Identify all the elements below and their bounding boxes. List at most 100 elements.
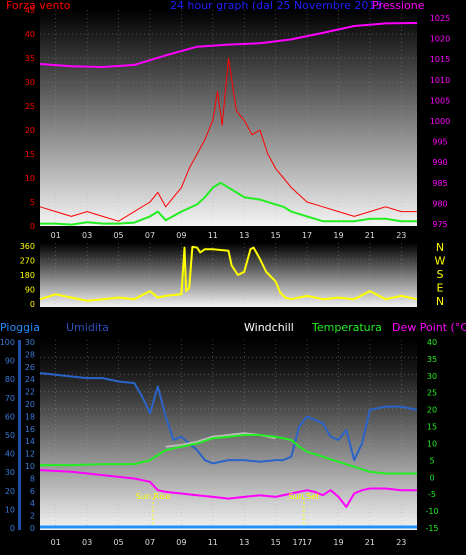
temperature-axis-tick: 5: [429, 456, 434, 465]
x-tick-label: 17: [302, 538, 312, 547]
temperature-axis: 40 35 30 25 20 15 10 5 0 -5 -10 -15: [425, 338, 438, 533]
humidity-axis-tick: 26: [25, 363, 35, 372]
compass-label: N: [436, 241, 444, 254]
pressure-line: [39, 22, 418, 68]
humidity-line: [39, 372, 418, 465]
humidity-axis-tick: 20: [25, 400, 35, 409]
pressure-axis-tick: 975: [432, 220, 447, 229]
humidity-axis-tick: 0: [30, 524, 35, 533]
chart3-sun-markers: [152, 498, 305, 530]
temperature-axis-tick: 40: [427, 338, 437, 347]
humidity-axis-tick: 30: [25, 338, 35, 347]
x-tick-label: 01: [51, 231, 61, 240]
humidity-axis-tick: 2: [30, 512, 35, 521]
chart1-left-axis: 45 40 35 30 25 20 15 10 5 0: [25, 6, 35, 231]
rain-axis-tick: 40: [5, 450, 15, 459]
direction-axis-tick: 360: [20, 242, 35, 251]
direction-axis-tick: 90: [25, 286, 35, 295]
humidity-axis-tick: 12: [25, 450, 35, 459]
x-tick-label: 07: [145, 538, 155, 547]
compass-label: N: [436, 295, 444, 308]
humidity-axis-tick: 14: [25, 437, 35, 446]
x-tick-label: 07: [145, 231, 155, 240]
x-tick-label: 17: [302, 231, 312, 240]
windchill-label: Windchill: [244, 321, 294, 334]
humidity-axis-tick: 22: [25, 388, 35, 397]
pressure-label: Pressione: [372, 0, 425, 12]
x-tick-label: 21: [365, 538, 375, 547]
wind-axis-tick: 20: [25, 126, 35, 135]
chart2-grid: [40, 243, 417, 307]
x-tick-label: 01: [51, 538, 61, 547]
x-tick-label: 05: [113, 538, 123, 547]
humidity-label: Umidita: [66, 321, 109, 334]
pressure-axis-tick: 1020: [430, 35, 450, 44]
chart1-grid: [40, 10, 417, 226]
graph-date-label: 24 hour graph (dal 25 Novembre 2013: [170, 0, 382, 12]
pressure-axis-tick: 1025: [430, 14, 450, 23]
x-tick-label: 13: [239, 538, 249, 547]
temperature-axis-tick: 10: [427, 439, 437, 448]
temperature-line: [40, 434, 417, 475]
chart1-right-axis: 1025 1020 1015 1010 1005 1000 995 990 985 980 975: [430, 14, 450, 229]
chart2-series: [39, 245, 418, 302]
wind-axis-tick: 30: [25, 78, 35, 87]
x-tick-label: 09: [176, 538, 186, 547]
compass-label: W: [435, 255, 446, 268]
rain-axis-tick: 100: [0, 338, 15, 347]
temperature-label: Temperatura: [311, 321, 382, 334]
chart2-left-axis: 360 270 180 90 0: [20, 242, 35, 309]
rain-axis-tick: 30: [5, 468, 15, 477]
temperature-axis-tick: 20: [427, 406, 437, 415]
rain-axis-tick: 10: [5, 505, 15, 514]
wind-direction-line: [39, 245, 418, 302]
direction-axis-tick: 270: [20, 257, 35, 266]
rain-axis-tick: 90: [5, 357, 15, 366]
pressure-axis-tick: 990: [432, 158, 447, 167]
rain-axis-tick: 0: [10, 524, 15, 533]
humidity-axis-tick: 16: [25, 425, 35, 434]
x-tick-label: 05: [113, 231, 123, 240]
rain-axis-tick: 20: [5, 487, 15, 496]
chart1-background: [40, 10, 417, 226]
chart1-x-axis: 01 03 05 07 09 11 13 15 17 19 21 23: [51, 231, 407, 240]
humidity-axis-tick: 4: [30, 499, 35, 508]
x-tick-label: 11: [208, 231, 218, 240]
temperature-axis-tick: -5: [428, 490, 436, 499]
dew-point-label: Dew Point (°C): [392, 321, 466, 334]
wind-axis-tick: 10: [25, 174, 35, 183]
wind-axis-tick: 15: [25, 150, 35, 159]
x-tick-label: 19: [333, 538, 343, 547]
x-tick-label: 15: [271, 231, 281, 240]
x-tick-label: 03: [82, 231, 92, 240]
temperature-axis-tick: 15: [427, 423, 437, 432]
humidity-axis-tick: 10: [25, 462, 35, 471]
wind-speed-line: [39, 57, 417, 222]
wind-axis-tick: 35: [25, 54, 35, 63]
x-tick-label: 23: [396, 231, 406, 240]
wind-speed-label: Forza vento: [6, 0, 71, 12]
temperature-axis-tick: 0: [429, 473, 434, 482]
rain-axis-tick: 60: [5, 412, 15, 421]
sunset-label: Sun Set: [288, 492, 319, 501]
pressure-axis-tick: 995: [432, 138, 447, 147]
rain-axis-tick: 70: [5, 394, 15, 403]
temperature-axis-tick: 25: [427, 389, 437, 398]
pressure-axis-tick: 1015: [430, 55, 450, 64]
x-tick-label: 21: [365, 231, 375, 240]
temperature-axis-tick: 30: [427, 372, 437, 381]
humidity-axis-tick: 28: [25, 350, 35, 359]
chart3-series: [39, 372, 418, 529]
temperature-axis-tick: -10: [425, 507, 438, 516]
rain-axis-tick: 80: [5, 375, 15, 384]
pressure-axis-tick: 1005: [430, 96, 450, 105]
x-tick-label: 19: [333, 231, 343, 240]
x-tick-label: 09: [176, 231, 186, 240]
pressure-axis-tick: 1000: [430, 117, 450, 126]
x-tick-label: 17: [293, 538, 303, 547]
compass-label: S: [437, 268, 444, 281]
